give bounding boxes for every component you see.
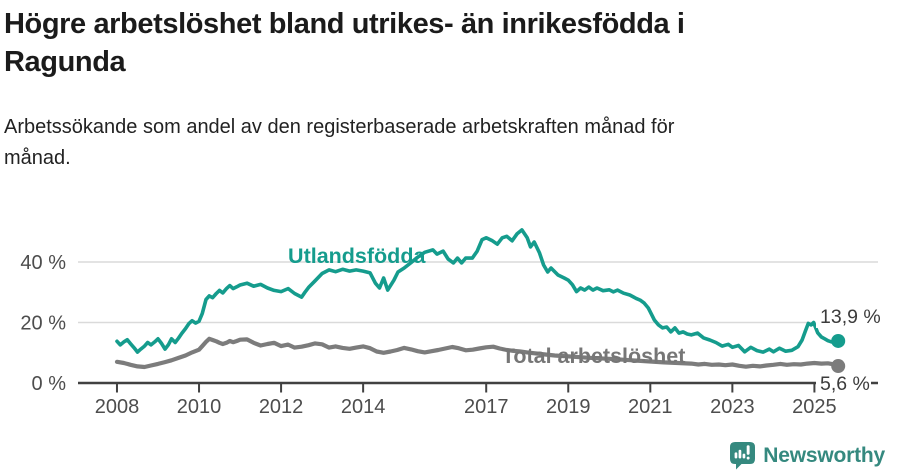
y-tick-label-20: 20 % [20, 313, 66, 335]
x-tick-label-2008: 2008 [95, 396, 140, 418]
x-tick-label-2010: 2010 [177, 396, 222, 418]
page-subtitle: Arbetssökande som andel av den registerb… [4, 112, 824, 174]
line-chart: 2008 2010 2012 2014 2017 2019 2021 2023 2025 0 % 2… [0, 210, 900, 445]
end-label-bg-utlandsf-dda [816, 306, 880, 328]
end-value-label-utlandsf-dda: 13,9 % [820, 306, 881, 328]
end-dot-total-arbetsl-shet [831, 359, 846, 374]
series-line-total-arbetsl-shet [114, 336, 841, 370]
x-tick-label-2021: 2021 [628, 396, 673, 418]
y-tick-label-40: 40 % [20, 252, 66, 274]
newsworthy-logo: Newsworthy [729, 441, 885, 470]
end-value-label-total-arbetsl-shet: 5,6 % [820, 373, 870, 395]
newsworthy-wordmark: Newsworthy [763, 443, 885, 467]
y-tick-label-0: 0 % [32, 373, 67, 395]
x-tick-label-2017: 2017 [464, 396, 509, 418]
page-title: Högre arbetslöshet bland utrikes- än inr… [4, 5, 874, 81]
page-subtitle-line1: Arbetssökande som andel av den registerb… [4, 116, 675, 138]
page-subtitle-line2: månad. [4, 147, 71, 169]
series-label-utlandsf-dda: Utlandsfödda [288, 244, 426, 268]
end-dot-utlandsf-dda [831, 333, 846, 348]
x-tick-label-2019: 2019 [546, 396, 591, 418]
series-line-utlandsf-dda [115, 228, 840, 354]
newsworthy-speech-bubble-barchart-icon [730, 442, 756, 470]
x-tick-label-2014: 2014 [341, 396, 386, 418]
chart-canvas: 2008 2010 2012 2014 2017 2019 2021 2023 2025 0 % 2… [20, 228, 881, 418]
end-label-bg-total-arbetsl-shet [816, 374, 871, 396]
x-tick-label-2023: 2023 [710, 396, 755, 418]
x-tick-label-2025: 2025 [792, 396, 837, 418]
page-title-line2: Ragunda [4, 46, 126, 78]
page-title-line1: Högre arbetslöshet bland utrikes- än inr… [4, 8, 685, 40]
series-label-total-arbetsl-shet: Total arbetslöshet [502, 344, 686, 368]
x-tick-label-2012: 2012 [259, 396, 304, 418]
